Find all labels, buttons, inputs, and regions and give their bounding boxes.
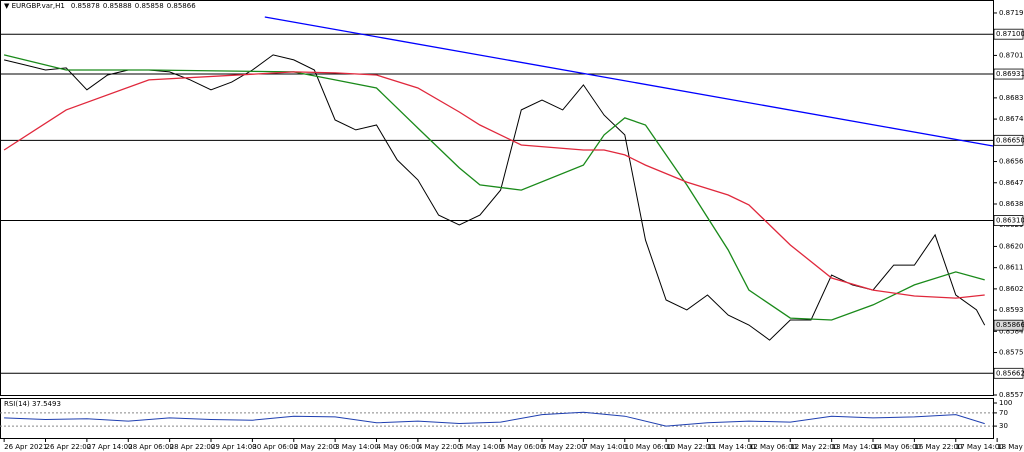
symbol-title: ▼ EURGBP.var,H1 0.85878 0.85888 0.85858 0.85… <box>4 2 196 10</box>
x-tick-label: 3 May 14:00 <box>335 443 379 451</box>
level-label-box <box>993 68 1024 80</box>
x-tick-label: 5 May 14:00 <box>459 443 503 451</box>
level-label: 0.86650 <box>996 136 1024 144</box>
x-tick-label: 28 Apr 06:00 <box>128 443 174 451</box>
level-label: 0.86931 <box>996 70 1024 78</box>
level-label-box <box>993 215 1024 226</box>
x-tick-label: 10 May 06:00 <box>625 443 673 451</box>
x-tick-label: 14 May 06:00 <box>873 443 921 451</box>
y-tick-label: 70 <box>999 409 1008 417</box>
level-label: 0.87100 <box>996 30 1024 38</box>
level-label-box <box>993 367 1024 379</box>
ohlc-value: 0.85866 <box>167 2 196 10</box>
rsi-panel <box>0 398 994 439</box>
series-line <box>264 16 994 147</box>
x-tick-label: 17 May 14:00 <box>956 443 1004 451</box>
series-line <box>3 54 986 341</box>
series-line <box>3 71 985 299</box>
main-panel <box>0 0 994 396</box>
x-tick-label: 30 Apr 06:00 <box>252 443 298 451</box>
ohlc-value: 0.85858 <box>135 2 164 10</box>
level-label: 0.86310 <box>996 216 1024 224</box>
x-tick-label: 18 May 06:00 <box>997 443 1024 451</box>
x-tick-label: 6 May 22:00 <box>542 443 586 451</box>
level-label-box <box>993 28 1024 40</box>
ohlc-value: 0.85878 <box>71 2 100 10</box>
current-price-box <box>993 319 1024 331</box>
y-tick-label: 30 <box>999 422 1008 430</box>
x-tick-label: 2 May 22:00 <box>294 443 338 451</box>
x-tick-label: 26 Apr 2021 <box>4 443 47 451</box>
series-line <box>3 54 985 321</box>
x-tick-label: 29 Apr 14:00 <box>211 443 257 451</box>
x-tick-label: 7 May 14:00 <box>583 443 627 451</box>
arrow: ▼ <box>4 2 12 10</box>
x-tick-label: 11 May 14:00 <box>708 443 756 451</box>
series-line <box>4 411 985 427</box>
level-label: 0.85662 <box>996 369 1024 377</box>
x-tick-label: 13 May 14:00 <box>832 443 880 451</box>
x-tick-label: 6 May 06:00 <box>501 443 545 451</box>
x-tick-label: 12 May 06:00 <box>749 443 797 451</box>
rsi-title: RSI(14) 37.5493 <box>4 400 61 408</box>
x-tick-label: 27 Apr 14:00 <box>87 443 133 451</box>
y-tick-label: 0.85570 <box>999 391 1024 399</box>
ohlc: 0.85878 0.85888 0.85858 0.85866 <box>71 2 196 10</box>
x-tick-label: 4 May 06:00 <box>377 443 421 451</box>
ohlc-value: 0.85888 <box>103 2 132 10</box>
y-tick-label: 100 <box>999 399 1012 407</box>
x-tick-label: 28 Apr 22:00 <box>170 443 216 451</box>
current-price-label: 0.85866 <box>996 321 1024 329</box>
chart-title: EURGBP.var,H1 <box>12 2 65 10</box>
x-tick-label: 16 May 22:00 <box>914 443 962 451</box>
x-tick-label: 10 May 22:00 <box>666 443 714 451</box>
x-tick-label: 12 May 22:00 <box>790 443 838 451</box>
level-label-box <box>993 134 1024 146</box>
x-tick-label: 4 May 22:00 <box>418 443 462 451</box>
x-tick-label: 26 Apr 22:00 <box>46 443 92 451</box>
